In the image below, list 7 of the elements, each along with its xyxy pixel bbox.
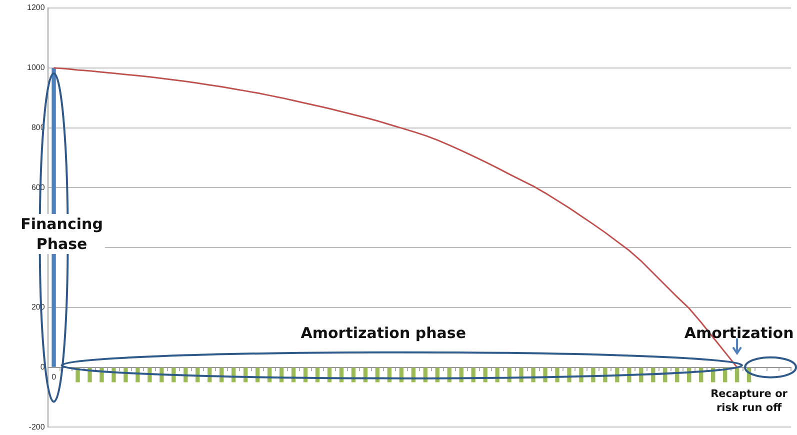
y-tick-label: 0: [40, 362, 46, 372]
y-tick-label: -200: [28, 422, 46, 432]
y-tick-label: 1200: [27, 3, 46, 12]
annotation: Financing Phase: [18, 214, 105, 254]
annotation: Recapture or risk run off: [710, 387, 788, 416]
y-tick-label: 1000: [27, 63, 46, 72]
annotation: Amortization phase: [300, 323, 468, 344]
